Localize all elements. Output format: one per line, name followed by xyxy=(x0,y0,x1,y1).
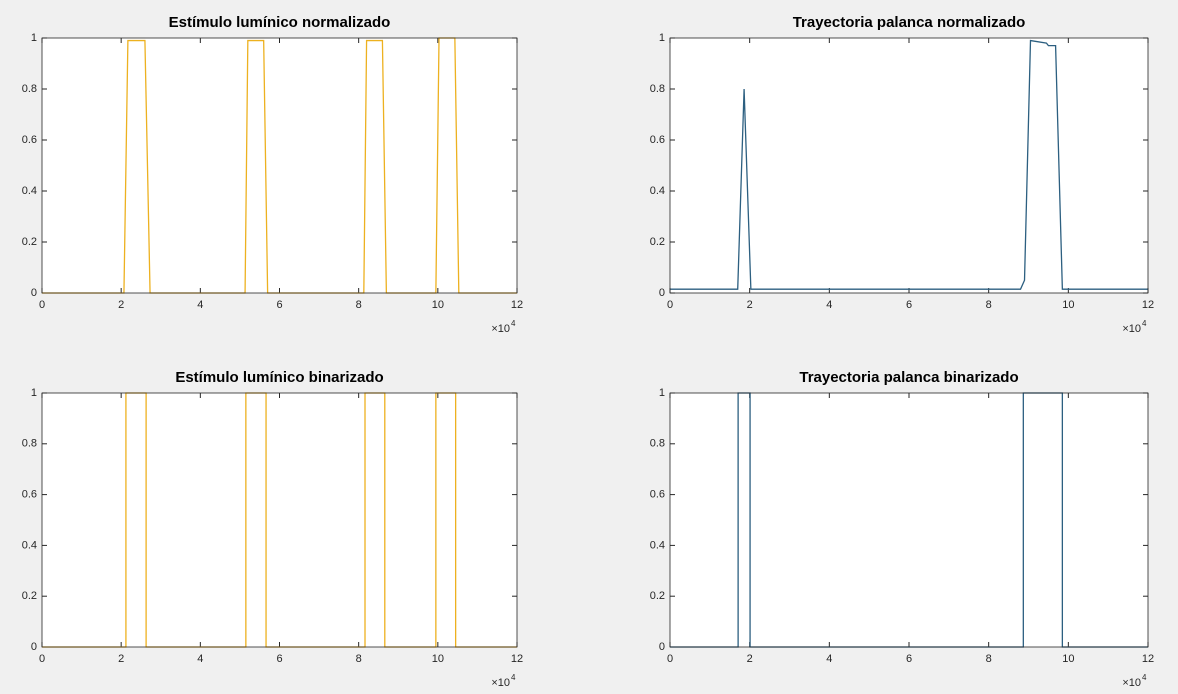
x-multiplier: ×10 xyxy=(491,323,510,335)
x-multiplier-exponent: 4 xyxy=(1142,673,1147,682)
x-tick-label: 8 xyxy=(356,299,362,311)
x-tick-label: 4 xyxy=(826,299,832,311)
x-tick-label: 2 xyxy=(118,299,124,311)
y-tick-label: 0 xyxy=(31,287,37,299)
x-tick-label: 10 xyxy=(432,299,444,311)
x-tick-label: 4 xyxy=(197,653,203,665)
x-tick-label: 12 xyxy=(511,653,523,665)
y-tick-label: 0 xyxy=(659,641,665,653)
x-tick-label: 12 xyxy=(1142,299,1154,311)
plot-area xyxy=(42,393,517,647)
x-tick-label: 6 xyxy=(906,653,912,665)
y-tick-label: 0.8 xyxy=(22,83,37,95)
x-tick-label: 4 xyxy=(197,299,203,311)
x-tick-label: 4 xyxy=(826,653,832,665)
axes-box xyxy=(669,37,1149,294)
x-multiplier-exponent: 4 xyxy=(1142,319,1147,328)
chart-title: Trayectoria palanca binarizado xyxy=(799,369,1018,386)
y-tick-label: 0.2 xyxy=(22,236,37,248)
y-tick-label: 0.8 xyxy=(22,438,37,450)
x-tick-label: 6 xyxy=(276,653,282,665)
y-tick-label: 0 xyxy=(659,287,665,299)
chart-title: Estímulo lumínico binarizado xyxy=(175,369,383,386)
x-tick-label: 0 xyxy=(39,299,45,311)
x-tick-label: 10 xyxy=(1062,299,1074,311)
x-multiplier-exponent: 4 xyxy=(511,673,516,682)
x-multiplier: ×10 xyxy=(491,677,510,689)
x-tick-label: 12 xyxy=(1142,653,1154,665)
y-tick-label: 1 xyxy=(31,387,37,399)
y-tick-label: 0.4 xyxy=(650,539,665,551)
data-line xyxy=(670,39,1148,290)
y-tick-label: 0.2 xyxy=(22,590,37,602)
chart-title: Estímulo lumínico normalizado xyxy=(169,14,391,31)
x-tick-label: 2 xyxy=(118,653,124,665)
x-tick-label: 0 xyxy=(667,299,673,311)
x-multiplier-exponent: 4 xyxy=(511,319,516,328)
axes-box xyxy=(41,37,518,294)
y-tick-label: 0.2 xyxy=(650,590,665,602)
y-tick-label: 1 xyxy=(31,32,37,44)
y-tick-label: 0 xyxy=(31,641,37,653)
plot-area xyxy=(42,38,517,293)
x-multiplier: ×10 xyxy=(1122,323,1141,335)
plot-area xyxy=(670,393,1148,647)
y-tick-label: 1 xyxy=(659,387,665,399)
x-tick-label: 6 xyxy=(906,299,912,311)
x-tick-label: 10 xyxy=(1062,653,1074,665)
y-tick-label: 0.4 xyxy=(22,185,37,197)
x-tick-label: 12 xyxy=(511,299,523,311)
x-tick-label: 2 xyxy=(747,653,753,665)
x-multiplier: ×10 xyxy=(1122,677,1141,689)
x-tick-label: 8 xyxy=(986,299,992,311)
y-tick-label: 0.6 xyxy=(22,134,37,146)
x-tick-label: 10 xyxy=(432,653,444,665)
axes-box xyxy=(669,392,1149,648)
y-tick-label: 1 xyxy=(659,32,665,44)
x-tick-label: 0 xyxy=(39,653,45,665)
chart-title: Trayectoria palanca normalizado xyxy=(793,14,1026,31)
y-tick-label: 0.2 xyxy=(650,236,665,248)
y-tick-label: 0.8 xyxy=(650,438,665,450)
y-tick-label: 0.6 xyxy=(650,134,665,146)
x-tick-label: 6 xyxy=(276,299,282,311)
axes-box xyxy=(41,392,518,648)
x-tick-label: 2 xyxy=(747,299,753,311)
y-tick-label: 0.6 xyxy=(650,489,665,501)
y-tick-label: 0.6 xyxy=(22,489,37,501)
x-tick-label: 0 xyxy=(667,653,673,665)
y-tick-label: 0.8 xyxy=(650,83,665,95)
x-tick-label: 8 xyxy=(356,653,362,665)
y-tick-label: 0.4 xyxy=(650,185,665,197)
y-tick-label: 0.4 xyxy=(22,539,37,551)
x-tick-label: 8 xyxy=(986,653,992,665)
